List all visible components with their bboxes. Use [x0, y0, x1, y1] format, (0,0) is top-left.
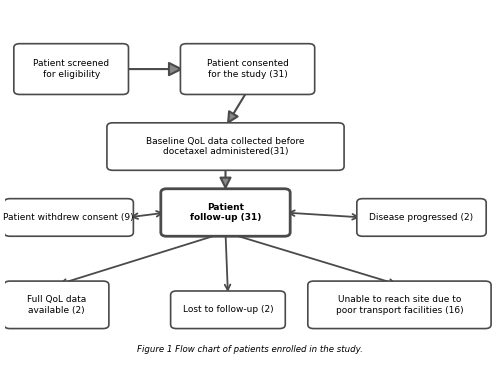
Text: Figure 1 Flow chart of patients enrolled in the study.: Figure 1 Flow chart of patients enrolled…	[137, 345, 363, 354]
FancyBboxPatch shape	[308, 281, 491, 329]
FancyBboxPatch shape	[180, 44, 314, 94]
Text: Full QoL data
available (2): Full QoL data available (2)	[27, 295, 86, 315]
FancyBboxPatch shape	[107, 123, 344, 170]
FancyBboxPatch shape	[14, 44, 128, 94]
Text: Lost to follow-up (2): Lost to follow-up (2)	[182, 305, 274, 314]
FancyBboxPatch shape	[357, 199, 486, 236]
Text: Disease progressed (2): Disease progressed (2)	[370, 213, 474, 222]
FancyBboxPatch shape	[4, 281, 109, 329]
Text: Patient screened
for eligibility: Patient screened for eligibility	[33, 60, 109, 79]
Text: Patient consented
for the study (31): Patient consented for the study (31)	[206, 60, 288, 79]
FancyBboxPatch shape	[170, 291, 285, 329]
Text: Unable to reach site due to
poor transport facilities (16): Unable to reach site due to poor transpo…	[336, 295, 464, 315]
Text: Baseline QoL data collected before
docetaxel administered(31): Baseline QoL data collected before docet…	[146, 137, 305, 156]
Text: Patient
follow-up (31): Patient follow-up (31)	[190, 203, 261, 222]
Text: Patient withdrew consent (9): Patient withdrew consent (9)	[4, 213, 134, 222]
FancyBboxPatch shape	[4, 199, 134, 236]
FancyBboxPatch shape	[161, 189, 290, 236]
